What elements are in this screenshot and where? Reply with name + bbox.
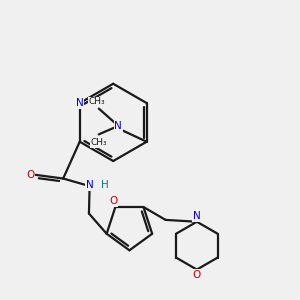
Text: O: O <box>26 170 34 180</box>
Text: CH₃: CH₃ <box>89 98 105 106</box>
Text: N: N <box>193 211 201 221</box>
Text: N: N <box>114 121 122 131</box>
Text: H: H <box>100 180 108 190</box>
Text: N: N <box>86 180 94 190</box>
Text: O: O <box>193 270 201 280</box>
Text: CH₃: CH₃ <box>91 138 107 147</box>
Text: O: O <box>110 196 118 206</box>
Text: N: N <box>76 98 84 108</box>
